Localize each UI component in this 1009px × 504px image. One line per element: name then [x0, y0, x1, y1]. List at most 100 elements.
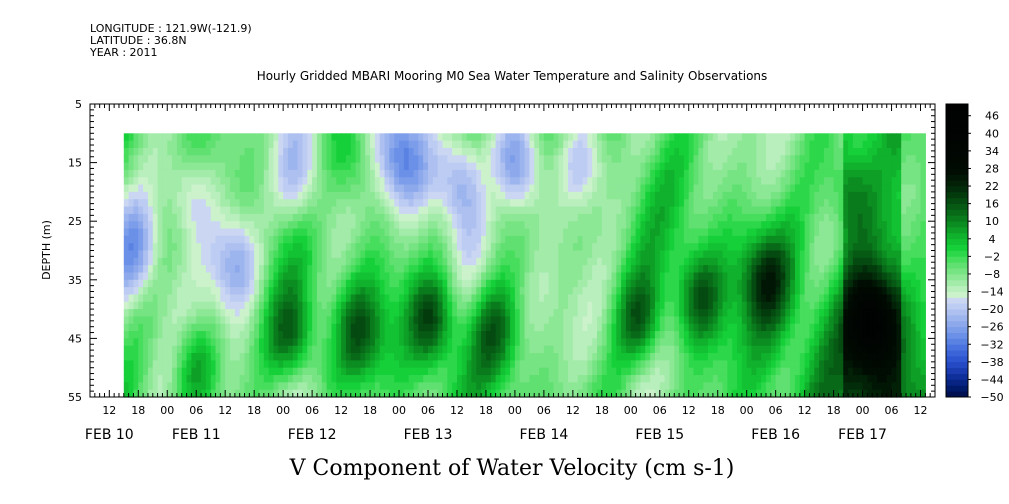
- field-cell: [307, 360, 313, 369]
- field-cell: [548, 360, 555, 369]
- field-cell: [360, 155, 366, 164]
- field-cell: [476, 309, 482, 318]
- field-cell: [428, 272, 434, 281]
- field-cell: [495, 360, 502, 369]
- field-cell: [534, 228, 540, 237]
- field-cell: [408, 155, 415, 164]
- field-cell: [452, 279, 458, 288]
- field-cell: [442, 169, 448, 178]
- field-cell: [650, 140, 656, 149]
- field-cell: [152, 272, 159, 281]
- field-cell: [365, 375, 371, 383]
- field-cell: [147, 323, 154, 332]
- field-cell: [456, 228, 463, 237]
- field-cell: [244, 177, 250, 186]
- field-cell: [379, 375, 386, 383]
- field-cell: [345, 265, 352, 274]
- field-cell: [196, 382, 202, 391]
- field-cell: [186, 213, 192, 222]
- field-cell: [785, 301, 791, 310]
- field-cell: [326, 191, 333, 200]
- field-cell: [394, 345, 400, 354]
- field-cell: [780, 213, 786, 222]
- field-cell: [669, 353, 675, 361]
- field-cell: [278, 213, 284, 222]
- field-cell: [534, 147, 540, 156]
- field-cell: [312, 279, 318, 288]
- field-cell: [476, 162, 482, 171]
- field-cell: [766, 360, 772, 369]
- field-cell: [133, 147, 139, 156]
- field-cell: [679, 375, 685, 383]
- field-cell: [220, 265, 226, 274]
- field-cell: [147, 272, 154, 281]
- field-cell: [287, 228, 294, 237]
- field-cell: [147, 206, 154, 215]
- field-cell: [616, 221, 622, 230]
- field-cell: [316, 235, 323, 244]
- field-cell: [597, 265, 603, 274]
- field-cell: [408, 133, 415, 142]
- field-cell: [273, 162, 279, 171]
- field-cell: [688, 309, 695, 318]
- field-cell: [510, 257, 516, 266]
- field-cell: [476, 301, 482, 310]
- field-cell: [577, 257, 584, 266]
- field-cell: [732, 243, 738, 252]
- field-cell: [244, 294, 250, 303]
- field-cell: [601, 265, 608, 274]
- field-cell: [123, 316, 130, 325]
- field-cell: [278, 184, 284, 193]
- field-cell: [399, 287, 405, 296]
- field-cell: [326, 133, 333, 142]
- field-cell: [365, 353, 371, 361]
- field-cell: [587, 265, 593, 274]
- field-cell: [345, 301, 352, 310]
- field-cell: [292, 382, 299, 391]
- field-cell: [732, 147, 738, 156]
- field-cell: [601, 206, 608, 215]
- field-cell: [172, 331, 178, 339]
- field-cell: [123, 250, 130, 259]
- field-cell: [621, 382, 627, 391]
- field-cell: [147, 257, 154, 266]
- field-cell: [698, 382, 704, 391]
- field-cell: [287, 375, 294, 383]
- field-cell: [741, 133, 748, 142]
- field-cell: [244, 133, 250, 142]
- field-cell: [775, 389, 782, 398]
- field-cell: [389, 213, 395, 222]
- field-cell: [225, 360, 231, 369]
- field-cell: [679, 309, 685, 318]
- field-cell: [418, 375, 424, 383]
- field-cell: [321, 265, 328, 274]
- field-cell: [679, 213, 685, 222]
- field-cell: [611, 243, 617, 252]
- field-cell: [162, 265, 168, 274]
- field-cell: [500, 389, 506, 398]
- field-cell: [287, 206, 294, 215]
- field-cell: [659, 375, 666, 383]
- field-cell: [152, 147, 159, 156]
- field-cell: [683, 309, 690, 318]
- field-cell: [418, 206, 424, 215]
- field-cell: [737, 155, 743, 164]
- field-cell: [331, 353, 337, 361]
- field-cell: [123, 309, 130, 318]
- field-cell: [471, 353, 477, 361]
- field-cell: [461, 287, 468, 296]
- velocity-field: [123, 133, 926, 398]
- field-cell: [558, 331, 564, 339]
- field-cell: [123, 360, 130, 369]
- field-cell: [336, 221, 342, 230]
- field-cell: [263, 345, 270, 354]
- field-cell: [432, 133, 439, 142]
- field-cell: [278, 235, 284, 244]
- field-cell: [326, 272, 333, 281]
- field-cell: [239, 177, 246, 186]
- field-cell: [558, 228, 564, 237]
- field-cell: [770, 147, 777, 156]
- field-cell: [123, 382, 130, 391]
- field-cell: [210, 257, 217, 266]
- field-cell: [239, 360, 246, 369]
